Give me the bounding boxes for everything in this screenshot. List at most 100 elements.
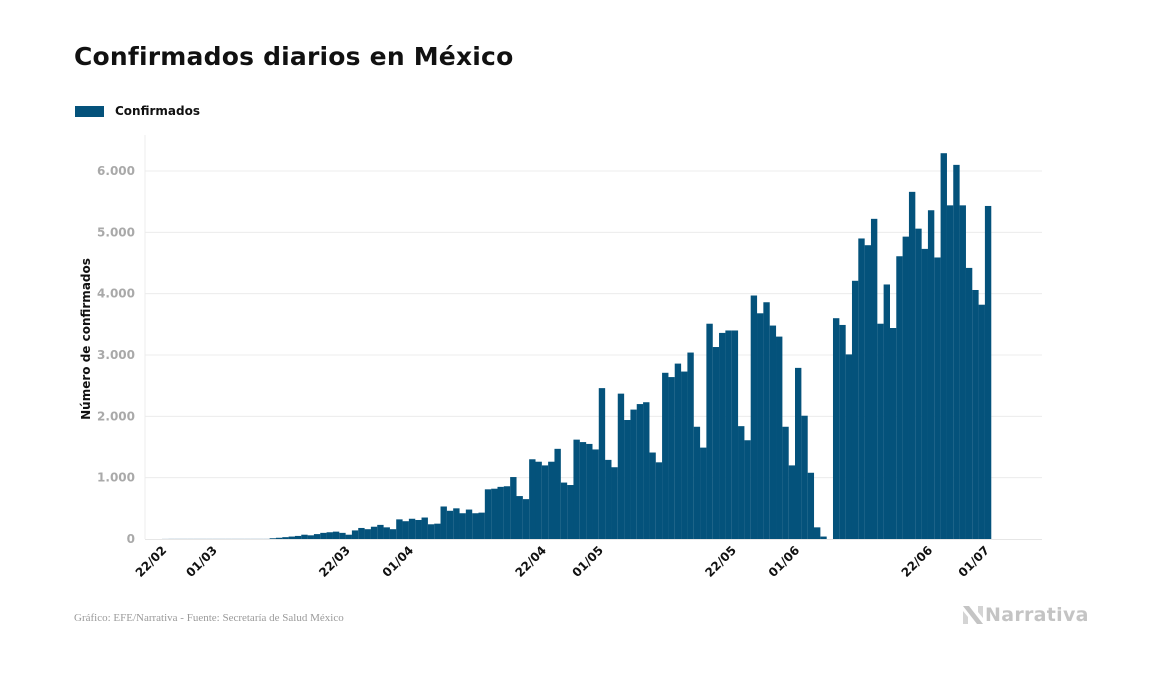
bar	[307, 535, 314, 539]
x-tick-label: 22/06	[899, 543, 936, 580]
bar	[757, 313, 764, 539]
bar	[864, 245, 872, 539]
bar	[206, 538, 213, 539]
bar	[908, 191, 916, 539]
bar	[256, 538, 264, 539]
bar	[554, 448, 561, 539]
bar	[858, 238, 865, 539]
legend-label: Confirmados	[115, 104, 200, 118]
bar	[984, 205, 992, 539]
bar	[978, 304, 985, 539]
bar	[408, 518, 416, 539]
bar	[927, 210, 935, 539]
bar	[548, 461, 555, 539]
bar	[168, 538, 175, 539]
x-tick-label: 22/03	[316, 543, 353, 580]
bar	[510, 477, 517, 539]
bar	[535, 461, 542, 539]
bar	[807, 472, 815, 539]
bar	[313, 534, 321, 539]
bar	[218, 538, 226, 539]
bar	[965, 267, 973, 539]
bar	[320, 532, 327, 539]
bar	[491, 488, 498, 539]
bar	[744, 440, 751, 539]
bar	[820, 536, 827, 539]
bar	[624, 420, 631, 539]
bar	[231, 538, 239, 539]
brand-name: Narrativa	[985, 604, 1089, 626]
bar	[959, 205, 966, 539]
x-tick-label: 22/02	[133, 543, 170, 580]
y-tick-label: 0	[127, 532, 135, 546]
bar	[877, 323, 884, 539]
bar	[560, 482, 568, 539]
bar	[915, 228, 922, 539]
bar	[788, 465, 796, 539]
bar	[750, 295, 758, 539]
bar	[415, 519, 422, 539]
bar	[700, 447, 707, 539]
bar	[332, 531, 340, 539]
legend: Confirmados	[75, 104, 200, 118]
bar	[345, 534, 352, 539]
bar	[282, 537, 289, 539]
bar	[889, 328, 897, 539]
bar	[712, 347, 720, 539]
bar	[497, 486, 504, 539]
x-tick-label: 22/05	[702, 543, 739, 580]
bar	[421, 517, 428, 539]
bar	[434, 523, 441, 539]
bar	[668, 377, 675, 539]
bar	[529, 459, 536, 539]
bar	[662, 372, 669, 539]
legend-swatch	[75, 105, 104, 117]
y-tick-label: 3.000	[97, 348, 135, 362]
bar	[484, 489, 492, 539]
bar	[643, 402, 650, 539]
bar	[598, 388, 606, 539]
bar	[946, 205, 954, 539]
bar	[263, 538, 270, 539]
bar	[402, 521, 409, 539]
bar	[921, 248, 928, 539]
x-axis-ticks: 22/02 01/03 22/03 01/04 22/04 01/05 22/05 01/06…	[133, 543, 993, 580]
bar	[377, 524, 384, 539]
bar	[655, 462, 663, 539]
chart-title: Confirmados diarios en México	[74, 42, 514, 71]
bar	[174, 538, 182, 539]
bar	[358, 527, 365, 539]
bar	[478, 512, 485, 539]
bar	[370, 526, 378, 539]
bar	[839, 324, 846, 539]
bar	[472, 513, 479, 539]
bar	[180, 538, 188, 539]
bar	[193, 538, 201, 539]
bar	[902, 236, 909, 539]
source-note: Gráfico: EFE/Narrativa - Fuente: Secreta…	[74, 612, 344, 624]
bar	[586, 443, 593, 539]
bar	[503, 486, 511, 539]
narrativa-logo-icon	[963, 606, 983, 624]
bar	[522, 499, 530, 539]
bar	[972, 289, 979, 539]
bar	[851, 280, 859, 539]
bar	[351, 530, 359, 539]
bar	[294, 535, 302, 539]
bar	[516, 496, 523, 539]
bar	[617, 393, 625, 539]
bar	[573, 439, 580, 539]
bar	[440, 506, 447, 539]
bar	[396, 519, 403, 539]
y-axis-ticks: 0 1.000 2.000 3.000 4.000 5.000 6.000	[97, 164, 135, 546]
bar	[845, 354, 853, 539]
y-tick-label: 2.000	[97, 409, 135, 423]
bar	[579, 442, 587, 539]
bar	[896, 256, 903, 539]
y-axis-label: Número de confirmados	[79, 258, 93, 420]
bar	[244, 538, 251, 539]
bar	[339, 532, 346, 539]
bar	[630, 409, 637, 539]
bar	[687, 352, 694, 539]
